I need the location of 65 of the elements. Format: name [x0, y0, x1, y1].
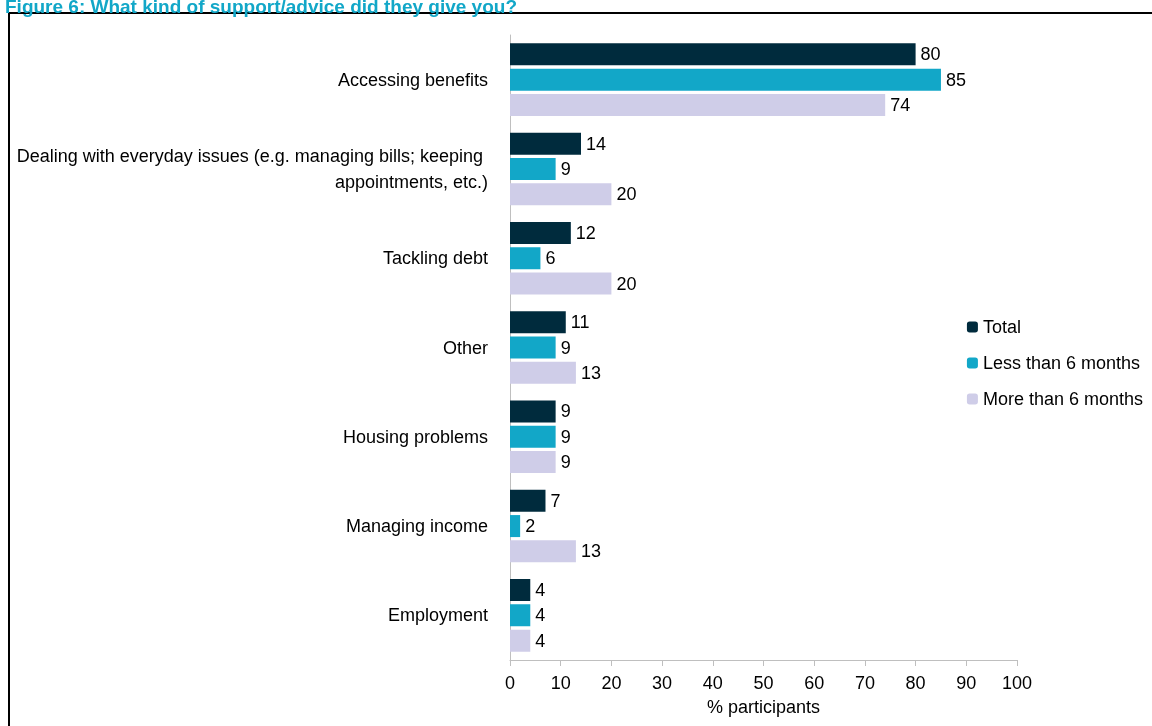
bar: [510, 93, 886, 116]
y-tick-label: Managing income: [345, 516, 488, 537]
text: Figure 6: What kind of support/advice did they give you?: [5, 0, 517, 17]
bar: [510, 579, 531, 602]
data-label: 80: [920, 44, 941, 65]
data-label: 13: [580, 362, 601, 383]
bar: [510, 336, 556, 359]
bar: [510, 400, 556, 423]
data-label: 9: [560, 158, 571, 179]
x-axis-title: % participants: [706, 697, 821, 717]
bar: [510, 247, 541, 270]
y-tick-label: Other: [442, 337, 488, 358]
y-tick-label: Employment: [387, 605, 488, 626]
bar: [510, 183, 612, 206]
x-tick-label: 0: [504, 673, 516, 693]
legend-label: Less than 6 months: [982, 353, 1141, 373]
data-label: 2: [525, 516, 536, 537]
data-label: 11: [570, 312, 590, 333]
bar: [510, 132, 581, 155]
bar: [510, 157, 556, 180]
x-tick-label: 90: [956, 673, 977, 693]
bar: [510, 515, 521, 538]
legend-label: Total: [982, 317, 1021, 337]
legend-label: More than 6 months: [982, 389, 1144, 409]
x-tick-label: 10: [550, 673, 571, 693]
y-tick-label: Dealing with everyday issues (e.g. managing bills; keeping appointments, etc.): [16, 145, 488, 192]
data-label: 4: [535, 630, 546, 651]
data-label: 13: [580, 541, 601, 562]
y-tick-label: Accessing benefits: [337, 69, 488, 90]
y-tick-label: Tackling debt: [382, 248, 488, 269]
x-tick-label: 40: [702, 673, 723, 693]
data-label: 20: [616, 184, 637, 205]
x-tick-label: 80: [905, 673, 926, 693]
data-label: 20: [616, 273, 637, 294]
x-tick-label: 50: [753, 673, 774, 693]
bar: [510, 272, 612, 295]
bar: [510, 489, 546, 512]
x-tick-label: 100: [1001, 673, 1033, 693]
x-tick-label: 20: [601, 673, 622, 693]
data-label: 9: [560, 401, 571, 422]
data-label: 4: [535, 605, 546, 626]
x-tick-label: 70: [854, 673, 875, 693]
bar: [510, 221, 571, 244]
data-label: 14: [585, 133, 607, 154]
data-label: 74: [890, 94, 911, 115]
x-tick-label: 30: [652, 673, 673, 693]
data-label: 85: [945, 69, 966, 90]
bar: [510, 451, 556, 474]
bar: [510, 540, 576, 563]
bar: [510, 68, 941, 91]
data-label: 6: [545, 248, 556, 269]
bar: [510, 629, 531, 652]
bar: [510, 43, 916, 66]
bar: [510, 311, 566, 334]
data-label: 9: [560, 452, 571, 473]
data-label: 9: [560, 337, 571, 358]
bar: [510, 361, 576, 384]
x-tick-label: 60: [804, 673, 825, 693]
data-label: 4: [535, 580, 546, 601]
data-label: 12: [575, 222, 596, 243]
data-label: 7: [550, 490, 561, 511]
y-tick-label: Housing problems: [342, 426, 488, 447]
data-label: 9: [560, 426, 571, 447]
bar: [510, 604, 531, 627]
bar: [510, 425, 556, 448]
